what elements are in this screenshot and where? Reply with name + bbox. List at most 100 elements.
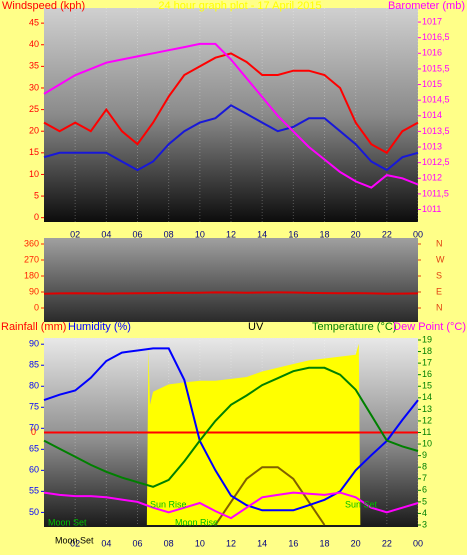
y2-tick-label: N <box>436 238 443 248</box>
x-tick-label: 20 <box>351 229 361 239</box>
x-tick-label: 16 <box>288 538 298 548</box>
y2-tick-label: 14 <box>422 392 432 402</box>
y2-tick-label: 1011,5 <box>422 188 449 198</box>
y2-tick-label: E <box>436 286 442 296</box>
series-line <box>43 366 419 488</box>
x-tick-label: 02 <box>70 229 80 239</box>
x-tick-label: 06 <box>132 229 142 239</box>
y-tick-label: 80 <box>29 381 39 391</box>
y-tick-label: 270 <box>24 254 39 264</box>
y-tick-label: 10 <box>29 169 39 179</box>
y-tick-label: 50 <box>29 507 39 517</box>
annotation: Moon Set <box>48 517 87 527</box>
y2-tick-label: 1012 <box>422 173 442 183</box>
y2-tick-label: 3 <box>422 519 427 529</box>
y2-tick-label: 1016 <box>422 48 442 58</box>
axis-label: UV <box>248 321 264 333</box>
y-tick-label: 85 <box>29 360 39 370</box>
x-tick-label: 14 <box>257 229 267 239</box>
y-tick-label: 60 <box>29 465 39 475</box>
y-tick-label: 15 <box>29 147 39 157</box>
x-tick-label: 00 <box>413 538 423 548</box>
series-line <box>43 347 419 512</box>
rain-tick-label: 0 <box>31 427 36 437</box>
y-tick-label: 40 <box>29 39 39 49</box>
x-tick-label: 08 <box>164 229 174 239</box>
x-tick-label: 04 <box>101 538 111 548</box>
annotation: Sun Set <box>345 499 378 509</box>
x-tick-label: 22 <box>382 229 392 239</box>
x-tick-label: 22 <box>382 538 392 548</box>
y-tick-label: 75 <box>29 402 39 412</box>
y2-tick-label: 1011 <box>422 204 441 214</box>
y-tick-label: 180 <box>24 270 39 280</box>
x-tick-label: 04 <box>101 229 111 239</box>
axis-label: Rainfall (mm) <box>1 321 66 333</box>
x-tick-label: 16 <box>288 229 298 239</box>
y2-tick-label: S <box>436 270 442 280</box>
y2-tick-label: 6 <box>422 485 427 495</box>
y-tick-label: 5 <box>34 190 39 200</box>
y2-tick-label: 1017 <box>422 16 442 26</box>
y2-tick-label: 15 <box>422 381 432 391</box>
y2-tick-label: 7 <box>422 473 427 483</box>
y-tick-label: 20 <box>29 126 39 136</box>
y2-tick-label: 1013 <box>422 141 442 151</box>
x-tick-label: 10 <box>195 229 205 239</box>
y2-tick-label: 1016,5 <box>422 32 450 42</box>
y2-tick-label: 17 <box>422 358 432 368</box>
annotation: Moon Rise <box>175 517 218 527</box>
y2-tick-label: 16 <box>422 369 432 379</box>
y2-tick-label: 1013,5 <box>422 126 450 136</box>
axis-label: Barometer (mb) <box>388 0 465 12</box>
y2-tick-label: 12 <box>422 415 432 425</box>
y2-tick-label: 9 <box>422 450 427 460</box>
y-tick-label: 0 <box>34 212 39 222</box>
y2-tick-label: 1012,5 <box>422 157 450 167</box>
y2-tick-label: 19 <box>422 334 432 344</box>
y-tick-label: 65 <box>29 444 39 454</box>
x-tick-label: 06 <box>132 538 142 548</box>
y-tick-label: 25 <box>29 104 39 114</box>
y-tick-label: 45 <box>29 18 39 28</box>
y2-tick-label: 8 <box>422 462 427 472</box>
x-tick-label: 14 <box>257 538 267 548</box>
y2-tick-label: N <box>436 302 443 312</box>
plot-background <box>44 238 418 322</box>
y-tick-label: 55 <box>29 486 39 496</box>
y-tick-label: 90 <box>29 339 39 349</box>
y2-tick-label: 13 <box>422 404 432 414</box>
plot-background <box>44 8 418 222</box>
y-tick-label: 0 <box>34 302 39 312</box>
uv-area <box>146 343 361 525</box>
axis-label: Humidity (%) <box>68 321 131 333</box>
x-tick-label: 10 <box>195 538 205 548</box>
y-tick-label: 35 <box>29 61 39 71</box>
series-line <box>43 291 419 295</box>
y2-tick-label: 1014 <box>422 110 442 120</box>
y-tick-label: 90 <box>29 286 39 296</box>
y2-tick-label: 1015 <box>422 79 442 89</box>
x-tick-label: 02 <box>70 538 80 548</box>
x-tick-label: 18 <box>319 538 329 548</box>
y2-tick-label: 1015,5 <box>422 63 450 73</box>
annotation: Sun Rise <box>150 499 187 509</box>
annotation: Moon Set <box>55 535 94 545</box>
y-tick-label: 70 <box>29 423 39 433</box>
y2-tick-label: W <box>436 254 445 264</box>
y-tick-label: 30 <box>29 82 39 92</box>
x-tick-label: 00 <box>413 229 423 239</box>
chart-title: 24 hour graph plot - 17 April 2015 <box>158 0 321 12</box>
y2-tick-label: 5 <box>422 496 427 506</box>
x-tick-label: 18 <box>319 229 329 239</box>
axis-label: Dew Point (°C) <box>393 321 466 333</box>
series-line <box>43 52 419 155</box>
y2-tick-label: 1014,5 <box>422 95 450 105</box>
y2-tick-label: 18 <box>422 346 432 356</box>
series-line <box>43 42 419 189</box>
axis-label: Windspeed (kph) <box>2 0 85 12</box>
x-tick-label: 12 <box>226 229 236 239</box>
y2-tick-label: 10 <box>422 438 432 448</box>
y-tick-label: 360 <box>24 238 39 248</box>
